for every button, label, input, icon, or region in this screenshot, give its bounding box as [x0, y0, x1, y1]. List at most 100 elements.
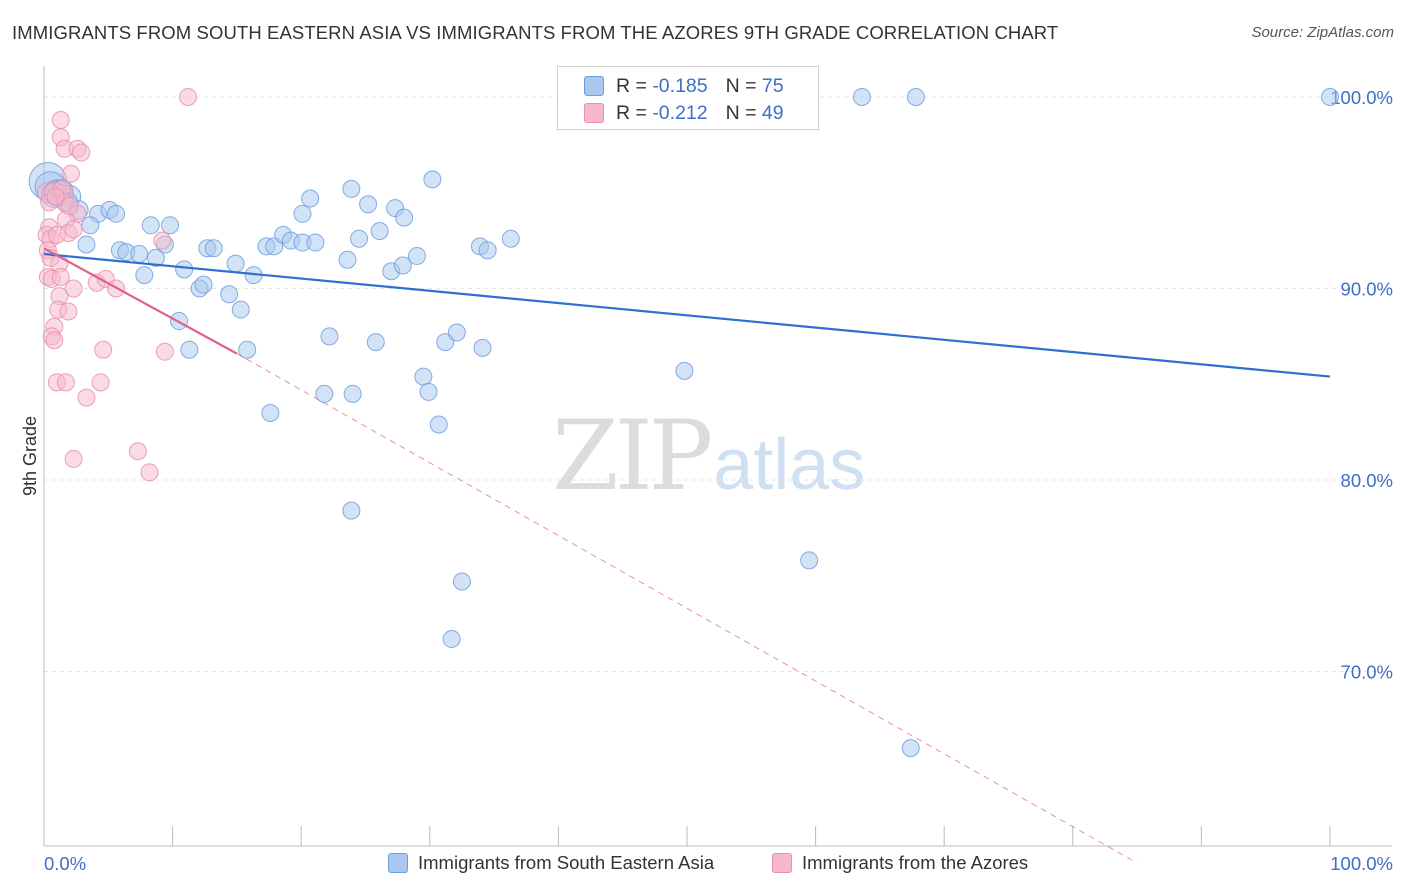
stats-r-value: -0.185	[652, 74, 708, 97]
blue-series-point	[306, 233, 325, 252]
chart-source: Source: ZipAtlas.com	[1251, 24, 1394, 41]
stats-row-blue: R = -0.185 N = 75	[584, 73, 784, 99]
pink-series-point	[77, 388, 96, 407]
blue-series-point	[238, 340, 257, 359]
pink-series-point	[140, 463, 159, 482]
legend-item-pink[interactable]: Immigrants from the Azores	[772, 852, 1028, 874]
blue-series-point	[226, 254, 245, 273]
blue-series-point	[342, 179, 361, 198]
pink-series-point	[94, 340, 113, 359]
blue-series-point	[501, 229, 520, 248]
y-tick-label: 90.0%	[1341, 279, 1393, 300]
blue-series-point	[350, 229, 369, 248]
x-tick-label: 0.0%	[44, 853, 86, 874]
blue-series-point	[161, 216, 180, 235]
blue-series-point	[436, 333, 455, 352]
blue-series-point	[301, 189, 320, 208]
pink-series-point	[155, 342, 174, 361]
y-axis-title: 9th Grade	[20, 416, 40, 496]
pink-series-point	[128, 442, 147, 461]
blue-series-point	[429, 415, 448, 434]
blue-series-point	[447, 323, 466, 342]
blue-series-point	[419, 382, 438, 401]
legend-label-blue: Immigrants from South Eastern Asia	[418, 852, 715, 873]
blue-series-point	[175, 260, 194, 279]
blue-trend-line	[43, 252, 1331, 378]
blue-series-point	[370, 222, 389, 241]
blue-series-point	[800, 551, 819, 570]
blue-series-point	[135, 266, 154, 285]
blue-series-point	[906, 88, 925, 106]
pink-series-point	[64, 279, 83, 298]
blue-series-point	[204, 239, 223, 258]
pink-trend-line	[43, 247, 238, 355]
pink-series-point	[64, 449, 83, 468]
blue-series-point	[194, 275, 213, 294]
x-tick-label: 100.0%	[1330, 853, 1393, 874]
y-tick-label: 80.0%	[1341, 470, 1393, 491]
blue-series-point	[852, 88, 871, 106]
blue-series-point	[220, 285, 239, 304]
blue-series-point	[141, 216, 160, 235]
pink-series-point	[51, 268, 70, 287]
blue-series-point	[423, 170, 442, 189]
blue-series-point	[146, 248, 165, 267]
pink-trend-line-extended	[236, 353, 1138, 864]
blue-series-point	[407, 246, 426, 265]
stats-r-value: -0.212	[652, 101, 708, 124]
pink-series-point	[45, 331, 64, 350]
blue-series-point	[414, 367, 433, 386]
blue-series-point	[320, 327, 339, 346]
blue-series-point	[343, 384, 362, 403]
y-tick-label: 70.0%	[1341, 662, 1393, 683]
pink-series-point	[62, 164, 81, 183]
blue-series-point	[180, 340, 199, 359]
blue-series-point	[107, 204, 126, 223]
pink-series-point	[60, 197, 79, 216]
blue-series-point	[478, 241, 497, 260]
stats-swatch-blue	[584, 76, 604, 96]
pink-series-point	[46, 187, 65, 206]
blue-series-point	[395, 208, 414, 227]
blue-series-point	[675, 361, 694, 380]
legend-swatch-blue	[388, 853, 408, 873]
pink-series-point	[56, 373, 75, 392]
stats-row-pink: R = -0.212 N = 49	[584, 100, 784, 126]
blue-series-point	[359, 195, 378, 214]
blue-series-point	[77, 235, 96, 254]
legend-swatch-pink	[772, 853, 792, 873]
blue-series-point	[261, 403, 280, 422]
pink-series-point	[179, 88, 198, 106]
y-tick-label: 100.0%	[1330, 87, 1393, 108]
pink-series-point	[72, 143, 91, 162]
stats-legend: R = -0.185 N = 75 R = -0.212 N = 49	[557, 66, 819, 130]
stats-n-label: N =	[725, 101, 757, 124]
legend-label-pink: Immigrants from the Azores	[802, 852, 1029, 873]
blue-series-point	[393, 256, 412, 275]
legend-item-blue[interactable]: Immigrants from South Eastern Asia	[388, 852, 714, 874]
stats-r-label: R =	[616, 101, 647, 124]
bottom-legend: Immigrants from South Eastern Asia Immig…	[0, 852, 1406, 878]
stats-n-value: 49	[761, 101, 784, 124]
pink-series-point	[51, 110, 70, 129]
pink-series-point	[153, 231, 172, 250]
blue-series-point	[231, 300, 250, 319]
stats-r-label: R =	[616, 74, 647, 97]
blue-series-point	[366, 333, 385, 352]
blue-series-point	[452, 572, 471, 591]
blue-series-point	[442, 629, 461, 648]
blue-series-point	[130, 245, 149, 264]
blue-series-point	[473, 338, 492, 357]
blue-series-point	[315, 384, 334, 403]
blue-series-point	[293, 204, 312, 223]
blue-series-point	[1321, 88, 1339, 106]
blue-series-point	[342, 501, 361, 520]
pink-series-point	[64, 220, 83, 239]
pink-series-point	[91, 373, 110, 392]
stats-swatch-pink	[584, 103, 604, 123]
blue-series-point	[338, 250, 357, 269]
blue-series-point	[901, 739, 920, 758]
stats-n-label: N =	[725, 74, 757, 97]
blue-series-point	[81, 216, 100, 235]
